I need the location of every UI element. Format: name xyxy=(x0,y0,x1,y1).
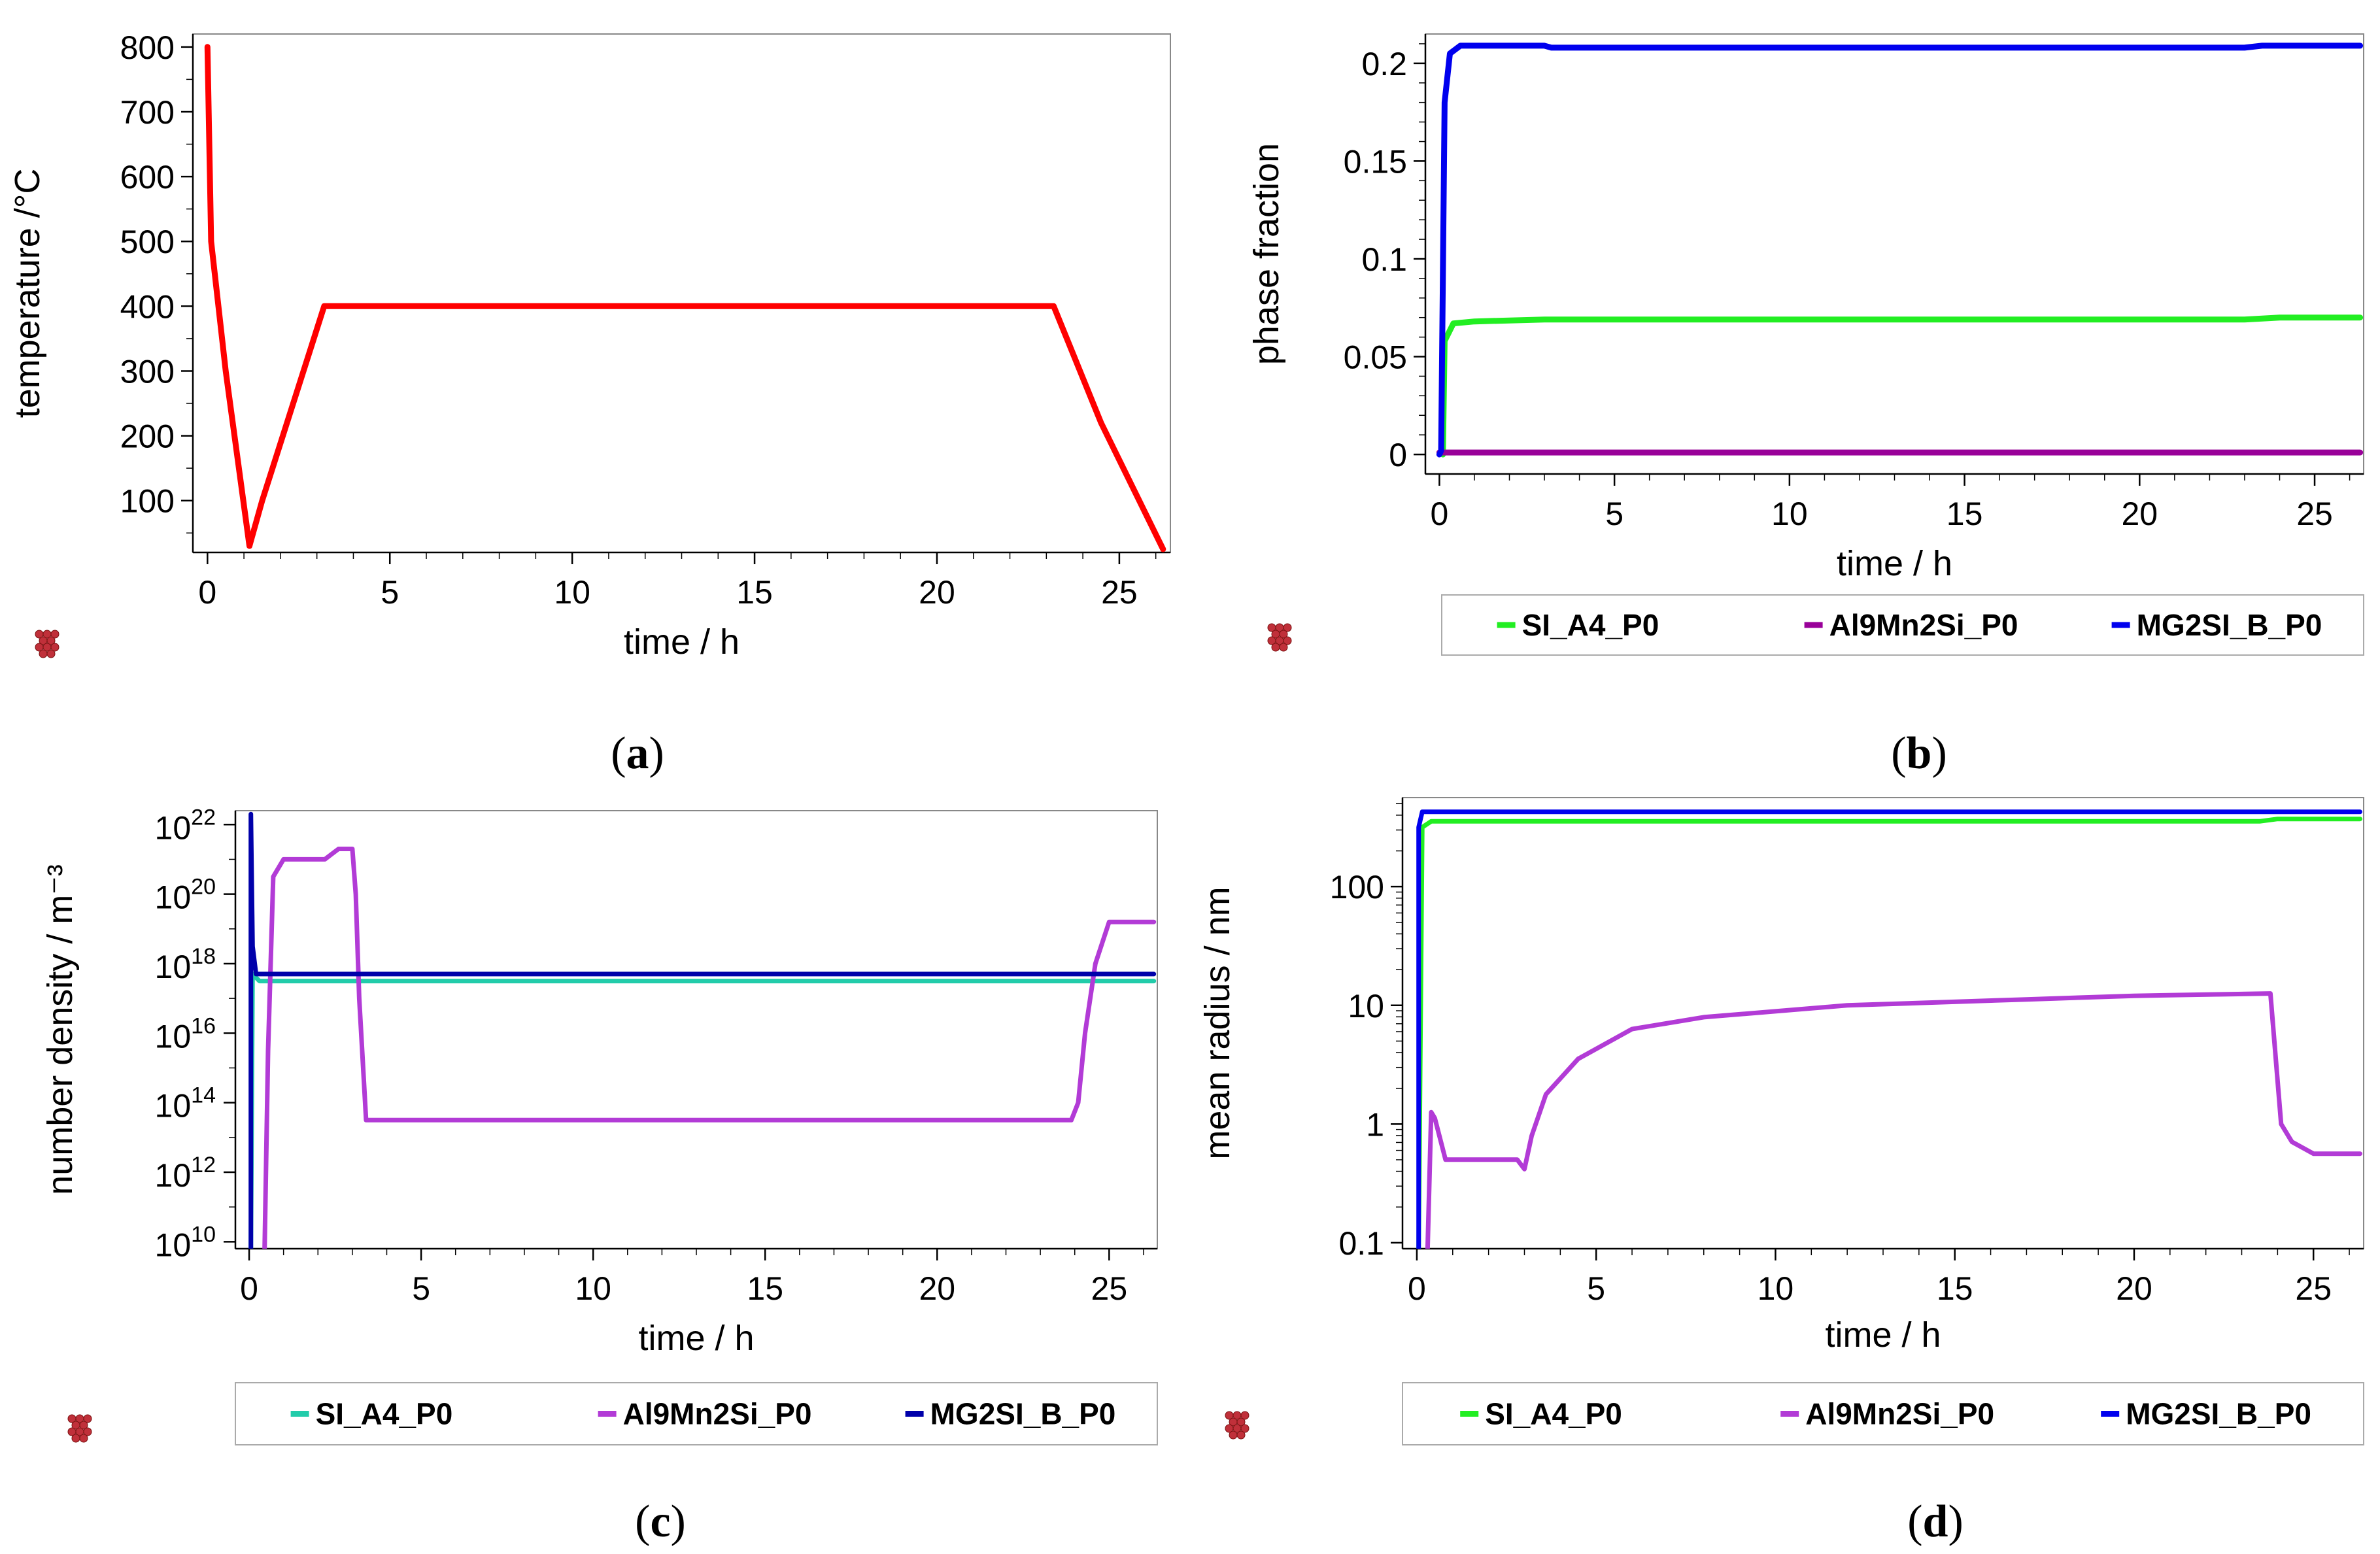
y-tick-label: 1022 xyxy=(155,805,216,846)
y-tick-label: 300 xyxy=(120,353,175,390)
y-tick-label: 1020 xyxy=(155,875,216,916)
plot-frame-d xyxy=(1402,797,2364,1249)
app-logo-icon xyxy=(67,1414,92,1443)
x-tick-label: 5 xyxy=(1587,1270,1605,1307)
x-tick-label: 25 xyxy=(1091,1270,1128,1307)
chart-a: 0 5 10 15 20 25 100 200 300 400 500 600 700 800 time /… xyxy=(8,29,1171,779)
x-tick-label: 25 xyxy=(2295,1270,2332,1307)
y-tick-label: 0.1 xyxy=(1361,241,1407,278)
series-line-Al9Mn2Si_P0 xyxy=(1425,991,2362,1249)
app-logo-icon xyxy=(1267,623,1292,652)
legend-label: SI_A4_P0 xyxy=(1522,608,1659,642)
x-tick-label: 15 xyxy=(736,574,773,611)
legend-label: SI_A4_P0 xyxy=(1485,1397,1622,1431)
y-tick-label: 10 xyxy=(1348,988,1384,1024)
y-axis-label: phase fraction xyxy=(1247,143,1286,365)
legend-label: MG2SI_B_P0 xyxy=(2137,608,2322,642)
x-tick-label: 10 xyxy=(1771,496,1808,532)
y-axis-label: temperature /°C xyxy=(8,169,47,418)
y-axis-label: mean radius / nm xyxy=(1198,887,1237,1159)
y-tick-label: 1010 xyxy=(155,1222,216,1263)
x-tick-label: 5 xyxy=(381,574,399,611)
y-tick-label: 1012 xyxy=(155,1153,216,1194)
series-line-SI_A4_P0 xyxy=(1440,314,2364,458)
series-line-SI_A4_P0 xyxy=(1416,817,2362,1249)
x-axis-label: time / h xyxy=(1837,544,1952,583)
y-tick-label: 100 xyxy=(120,483,175,520)
series-line-temperature xyxy=(204,44,1166,552)
chart-b: 0 5 10 15 20 25 0 0.05 0.1 0.15 0.2 time / h phase f… xyxy=(1247,33,2364,779)
legend-label: Al9Mn2Si_P0 xyxy=(1829,608,2018,642)
series-group-d xyxy=(1416,809,2362,1249)
y-tick-label: 1014 xyxy=(155,1083,216,1124)
x-tick-label: 20 xyxy=(2122,496,2158,532)
legend-label: SI_A4_P0 xyxy=(316,1397,453,1431)
y-tick-label: 100 xyxy=(1330,869,1384,905)
legend-label: Al9Mn2Si_P0 xyxy=(623,1397,812,1431)
panel-caption-c: (c) xyxy=(635,1496,686,1547)
x-tick-label: 10 xyxy=(575,1270,611,1307)
plot-frame-c xyxy=(235,810,1158,1249)
y-tick-label: 0.15 xyxy=(1344,143,1407,180)
x-tick-label: 20 xyxy=(919,574,955,611)
x-tick-label: 25 xyxy=(1101,574,1138,611)
plot-frame-a xyxy=(192,33,1171,553)
x-tick-label: 0 xyxy=(1431,496,1449,532)
series-group-a xyxy=(204,44,1166,552)
panel-caption-a: (a) xyxy=(611,728,664,779)
legend-box-c xyxy=(235,1382,1158,1445)
panel-caption-b: (b) xyxy=(1891,728,1947,779)
y-tick-label: 500 xyxy=(120,224,175,260)
x-tick-label: 15 xyxy=(747,1270,783,1307)
x-tick-label: 15 xyxy=(1937,1270,1973,1307)
x-tick-label: 20 xyxy=(919,1270,955,1307)
x-tick-label: 0 xyxy=(240,1270,258,1307)
chart-c: 0 5 10 15 20 25 1010 1012 1014 1016 1018 1020 1022 ti… xyxy=(41,805,1158,1547)
app-logo-icon xyxy=(35,630,60,658)
series-group-b xyxy=(1436,42,2364,458)
y-tick-label: 1 xyxy=(1366,1106,1384,1143)
chart-d: 0 5 10 15 20 25 0.1 1 10 100 time / h mean radius /… xyxy=(1198,797,2364,1547)
plot-frame-b xyxy=(1425,33,2364,475)
series-line-MG2SI_B_P0 xyxy=(1416,809,2362,1249)
series-line-Al9Mn2Si_P0 xyxy=(262,847,1157,1249)
app-logo-icon xyxy=(1225,1411,1250,1440)
x-tick-label: 0 xyxy=(1408,1270,1426,1307)
y-tick-label: 400 xyxy=(120,288,175,325)
y-tick-label: 800 xyxy=(120,29,175,66)
x-tick-label: 5 xyxy=(412,1270,430,1307)
series-line-MG2SI_B_P0 xyxy=(1436,42,2364,458)
legend-box-d xyxy=(1402,1382,2364,1445)
y-tick-label: 0.1 xyxy=(1338,1225,1384,1262)
y-tick-label: 0.2 xyxy=(1361,46,1407,82)
y-tick-label: 0.05 xyxy=(1344,339,1407,376)
y-tick-label: 200 xyxy=(120,418,175,455)
y-tick-label: 1016 xyxy=(155,1013,216,1055)
legend-label: MG2SI_B_P0 xyxy=(2126,1397,2311,1431)
x-axis-label: time / h xyxy=(1825,1315,1941,1355)
series-line-MG2SI_B_P0 xyxy=(248,811,1157,1249)
x-tick-label: 25 xyxy=(2296,496,2333,532)
legend-box-b xyxy=(1441,594,2364,656)
y-axis-label: number density / m⁻³ xyxy=(41,864,80,1195)
x-tick-label: 0 xyxy=(198,574,216,611)
legend-label: Al9Mn2Si_P0 xyxy=(1805,1397,1994,1431)
x-tick-label: 10 xyxy=(1758,1270,1794,1307)
y-tick-label: 700 xyxy=(120,94,175,131)
x-axis-label: time / h xyxy=(624,622,740,662)
legend-label: MG2SI_B_P0 xyxy=(930,1397,1116,1431)
y-tick-label: 1018 xyxy=(155,944,216,985)
y-tick-label: 0 xyxy=(1389,437,1407,473)
x-tick-label: 5 xyxy=(1605,496,1624,532)
x-tick-label: 10 xyxy=(554,574,590,611)
panel-caption-d: (d) xyxy=(1907,1496,1964,1547)
x-axis-label: time / h xyxy=(638,1319,754,1358)
x-tick-label: 20 xyxy=(2116,1270,2152,1307)
series-group-c xyxy=(248,811,1157,1249)
x-tick-label: 15 xyxy=(1946,496,1983,532)
y-tick-label: 600 xyxy=(120,159,175,195)
